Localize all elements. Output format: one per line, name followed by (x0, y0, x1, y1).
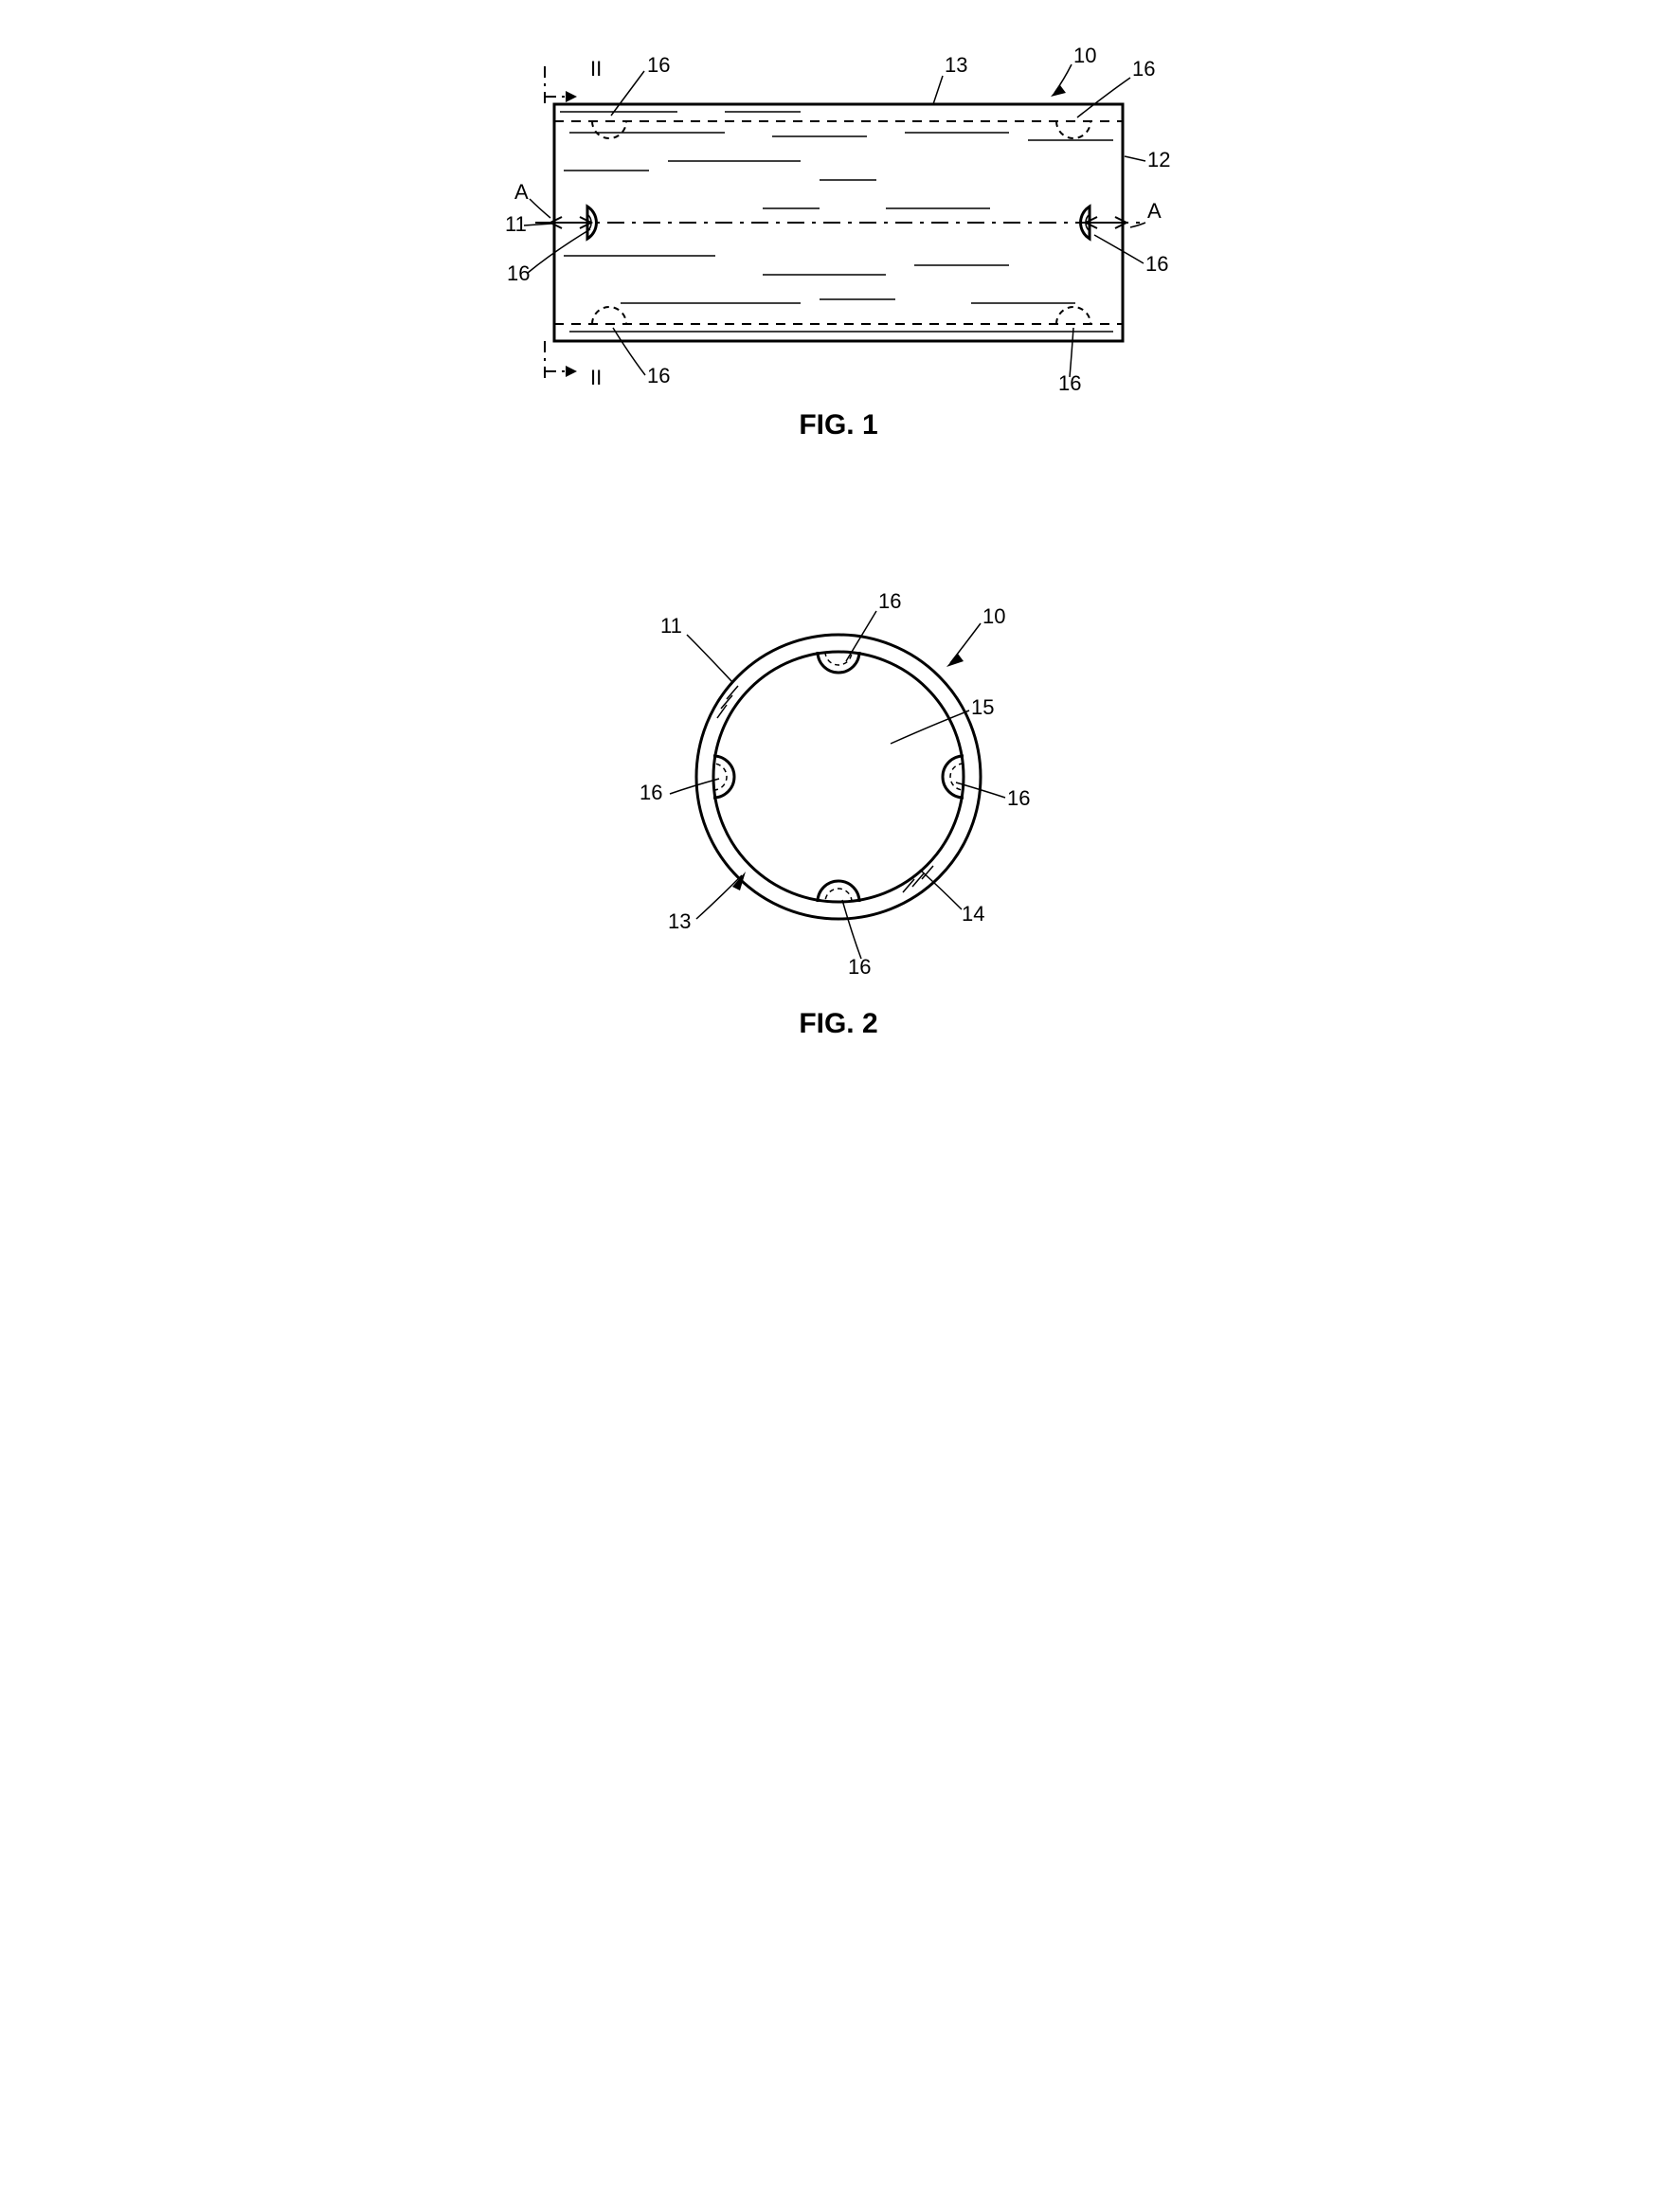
patent-drawing-page: II II (478, 38, 1198, 1052)
figure-1: II II (478, 38, 1198, 445)
ref-16-bl: 16 (647, 364, 670, 387)
figure-2: 11 16 10 15 16 16 13 14 16 (478, 559, 1198, 1052)
ref-16-right: 16 (1007, 786, 1030, 810)
ref-16-left: 16 (640, 781, 662, 804)
ref-14: 14 (962, 902, 984, 926)
ref-A-right: A (1147, 199, 1162, 223)
ref-A-left: A (514, 180, 529, 204)
ref-16-top: 16 (878, 589, 901, 613)
ref-15: 15 (971, 695, 994, 719)
ref-16-r: 16 (1145, 252, 1168, 276)
ref-11: 11 (660, 614, 682, 638)
ref-13: 13 (945, 53, 967, 77)
ref-10: 10 (982, 604, 1005, 628)
ref-13: 13 (668, 909, 691, 933)
ref-16-tr: 16 (1132, 57, 1155, 81)
ref-12: 12 (1147, 148, 1170, 171)
ref-10: 10 (1073, 44, 1096, 67)
ref-16-tl: 16 (647, 53, 670, 77)
ref-16-bot: 16 (848, 955, 871, 979)
ref-11: 11 (505, 212, 527, 236)
ref-16-br: 16 (1058, 371, 1081, 395)
figure-gap (478, 445, 1198, 559)
ref-16-l: 16 (507, 261, 530, 285)
figure-2-caption: FIG. 2 (799, 1008, 877, 1039)
figure-1-caption: FIG. 1 (799, 409, 877, 441)
section-label-top: II (590, 57, 602, 81)
section-label-bottom: II (590, 366, 602, 389)
